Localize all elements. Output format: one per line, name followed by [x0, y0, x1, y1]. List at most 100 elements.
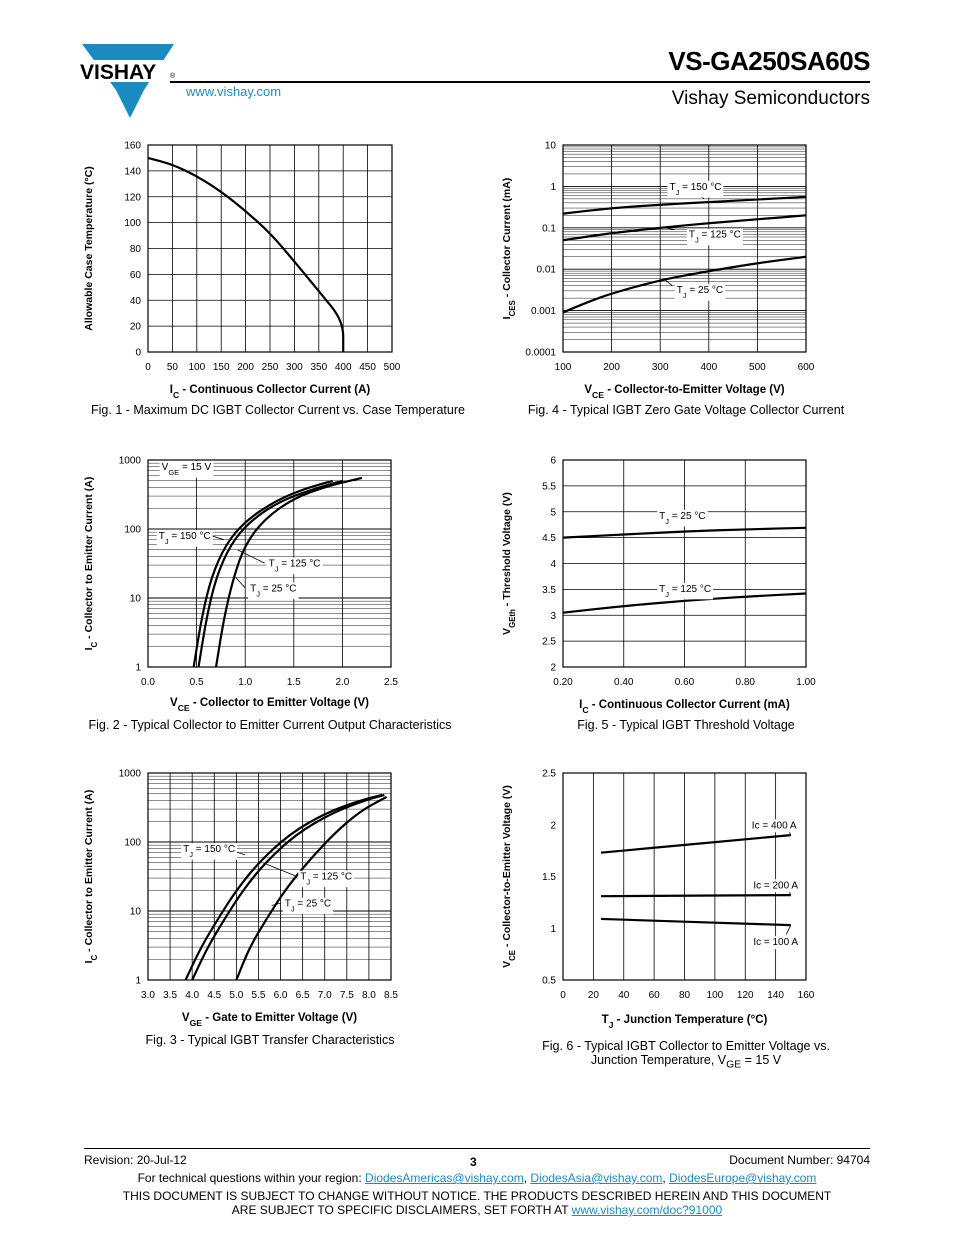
- fig2-annotation: TJ = 25 °C: [250, 583, 296, 598]
- fig2-annotation-leader: [237, 549, 265, 564]
- fig4-annotation-leader: [664, 227, 675, 231]
- fig5-ytick-label: 4.5: [542, 533, 556, 544]
- fig4-xlabel: VCE - Collector-to-Emitter Voltage (V): [584, 384, 784, 400]
- fig6-frame: [562, 772, 807, 981]
- fig6-annotation-leader: [785, 924, 792, 935]
- email-asia-link[interactable]: DiodesAsia@vishay.com: [530, 1171, 663, 1185]
- email-europe-link[interactable]: DiodesEurope@vishay.com: [669, 1171, 817, 1185]
- fig5-ytick-label: 3: [550, 611, 556, 622]
- fig4-ytick-label: 0.01: [537, 265, 557, 276]
- fig6-caption-line2: Junction Temperature, VGE = 15 V: [590, 1053, 782, 1071]
- fig6-xtick-label: 140: [767, 990, 784, 1001]
- fig3-series-2: [235, 795, 388, 981]
- website-link[interactable]: www.vishay.com: [186, 84, 282, 99]
- fig3-xtick-label: 6.0: [274, 990, 288, 1001]
- fig5-ytick-label: 6: [550, 456, 556, 467]
- fig2-annotation-leader: [211, 535, 224, 541]
- fig3-xtick-label: 7.5: [340, 990, 354, 1001]
- fig1-series-0: [147, 156, 345, 352]
- fig5-annotation-bg: [657, 582, 714, 600]
- fig5-ytick-label: 2: [550, 663, 556, 674]
- fig1-chart: 0 50 100 150 200 250 300 350 400 450 500 0 20 40 60 80 1…: [83, 141, 401, 401]
- fig2-annotation-bg: [248, 582, 299, 599]
- fig3-ytick-label: 1: [135, 976, 141, 987]
- fig4-series-0: [562, 195, 807, 215]
- fig3-xtick-label: 7.0: [318, 990, 332, 1001]
- fig4-series-2: [562, 255, 807, 314]
- fig3-ytick-label: 100: [124, 838, 141, 849]
- fig4-chart: 100 200 300 400 500 600 0.0001 0.001 0.01 0.1 1 10 V…: [501, 141, 815, 401]
- fig1-caption: Fig. 1 - Maximum DC IGBT Collector Curre…: [91, 403, 465, 417]
- fig2-ytick-label: 100: [124, 525, 141, 536]
- fig3-xtick-label: 4.0: [185, 990, 199, 1001]
- fig3-annotation-bg: [181, 843, 238, 860]
- fig1-ytick-label: 80: [130, 244, 142, 255]
- fig5-ytick-label: 4: [550, 559, 556, 570]
- fig1-ytick-label: 120: [124, 192, 141, 203]
- fig2-xtick-label: 0.5: [190, 677, 204, 688]
- fig5-ytick-label: 3.5: [542, 585, 556, 596]
- fig2-annotation-bg: [266, 557, 323, 575]
- fig6-xtick-label: 60: [649, 990, 661, 1001]
- fig6-xtick-label: 80: [679, 990, 691, 1001]
- fig5-ylabel: VGEth - Threshold Voltage (V): [501, 492, 517, 635]
- fig1-xlabel: IC - Continuous Collector Current (A): [170, 384, 371, 400]
- fig2-annotation-leader: [235, 576, 246, 589]
- fig6-annotation-leader: [785, 884, 792, 896]
- fig1-xtick-label: 50: [167, 362, 179, 373]
- fig2-xlabel: VCE - Collector to Emitter Voltage (V): [170, 697, 369, 713]
- fig5-annotation: TJ = 125 °C: [659, 584, 711, 599]
- fig3-xtick-label: 5.0: [229, 990, 243, 1001]
- fig6-ytick-label: 0.5: [542, 976, 556, 987]
- fig2-annotation: TJ = 125 °C: [269, 559, 321, 574]
- fig1-ytick-label: 60: [130, 270, 142, 281]
- fig2-series-0: [192, 479, 333, 668]
- fig4-ytick-label: 1: [550, 182, 556, 193]
- fig3-xtick-label: 3.5: [163, 990, 177, 1001]
- fig6-series-1: [600, 894, 791, 898]
- fig1-ylabel: Allowable Case Temperature (°C): [83, 166, 95, 330]
- fig3-annotation: TJ = 125 °C: [300, 872, 352, 887]
- fig5-annotation: TJ = 25 °C: [659, 511, 705, 526]
- fig2-xtick-label: 2.0: [335, 677, 349, 688]
- fig5-series-0: [562, 526, 807, 539]
- fig5-xtick-label: 0.80: [736, 677, 756, 688]
- fig5-chart: 0.20 0.40 0.60 0.80 1.00 2 2.5 3 3.5 4 4.5 5 5.5 6 IC …: [501, 456, 816, 716]
- fig6-annotation-bg: [751, 936, 801, 950]
- fig2-xtick-label: 1.0: [238, 677, 252, 688]
- fig4-ylabel: ICES - Collector Current (mA): [501, 178, 517, 320]
- fig1-xtick-label: 100: [188, 362, 205, 373]
- fig5-frame: [562, 459, 807, 668]
- fig2-chart: 0.0 0.5 1.0 1.5 2.0 2.5 1 10 100 1000 VCE - Collec…: [83, 456, 398, 714]
- fig4-annotation-leader: [693, 190, 705, 200]
- fig6-xtick-label: 0: [560, 990, 566, 1001]
- fig3-annotation-bg: [298, 870, 355, 888]
- fig2-frame: [147, 459, 392, 668]
- fig5-xtick-label: 0.40: [614, 677, 634, 688]
- fig4-ytick-label: 10: [545, 141, 557, 152]
- fig6-annotation-leader: [785, 824, 792, 836]
- logo-tip-icon: [116, 90, 144, 118]
- disclaimer-link[interactable]: www.vishay.com/doc?91000: [571, 1203, 723, 1217]
- fig3-ylabel: IC - Collector to Emitter Current (A): [83, 790, 99, 964]
- fig4-ytick-label: 0.1: [542, 223, 556, 234]
- fig1-xtick-label: 250: [262, 362, 279, 373]
- fig6-series-0: [600, 834, 791, 854]
- fig3-xtick-label: 8.0: [362, 990, 376, 1001]
- fig3-xlabel: VGE - Gate to Emitter Voltage (V): [182, 1012, 357, 1028]
- revision: Revision: 20-Jul-12: [84, 1153, 187, 1167]
- document-number: Document Number: 94704: [729, 1153, 870, 1167]
- fig6-xtick-label: 160: [798, 990, 815, 1001]
- disclaimer-line-1: THIS DOCUMENT IS SUBJECT TO CHANGE WITHO…: [122, 1189, 832, 1203]
- fig6-ylabel: VCE - Collector-to-Emitter Voltage (V): [501, 785, 517, 968]
- fig6-annotation-bg: [751, 879, 801, 893]
- fig3-xtick-label: 5.5: [252, 990, 266, 1001]
- fig3-xtick-label: 3.0: [141, 990, 155, 1001]
- email-americas-link[interactable]: DiodesAmericas@vishay.com: [365, 1171, 524, 1185]
- fig5-ytick-label: 5: [550, 507, 556, 518]
- fig6-xlabel: TJ - Junction Temperature (°C): [602, 1014, 768, 1030]
- fig3-xtick-label: 8.5: [384, 990, 398, 1001]
- footer-rule: [84, 1148, 870, 1149]
- fig6-xtick-label: 20: [588, 990, 600, 1001]
- svg-text:®: ®: [170, 72, 176, 80]
